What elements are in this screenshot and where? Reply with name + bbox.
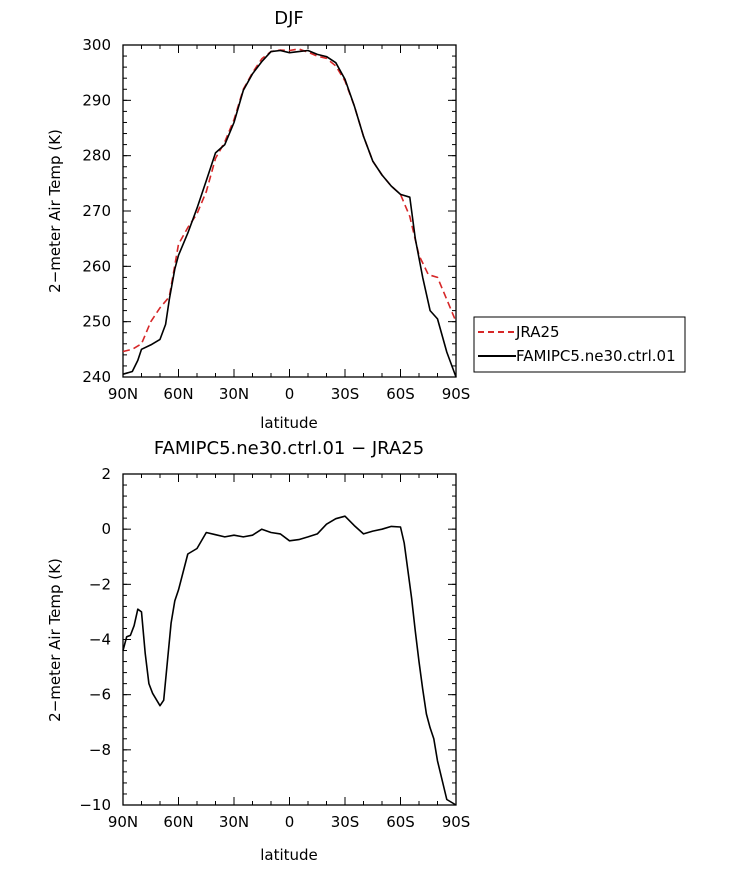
bottom-x-tick-label: 30N — [219, 813, 249, 831]
bottom-plot-frame — [122, 473, 457, 806]
top-y-axis-label: 2−meter Air Temp (K) — [46, 129, 64, 293]
top-y-tick-label: 250 — [82, 313, 111, 331]
top-y-tick-label: 270 — [82, 202, 111, 220]
bottom-y-tick-label: 2 — [101, 465, 111, 483]
bottom-x-axis-label: latitude — [260, 846, 318, 864]
bottom-chart-title: FAMIPC5.ne30.ctrl.01 − JRA25 — [154, 438, 424, 459]
bottom-x-tick-label: 90S — [442, 813, 471, 831]
top-series-line-jra25 — [122, 48, 457, 353]
top-x-tick-label: 30S — [331, 385, 360, 403]
top-x-tick-label: 60S — [386, 385, 415, 403]
bottom-plot-area: 90N 60N 30N 0 30S 60S 90S −10 −8 −6 −4 −2 0 2 — [79, 465, 470, 831]
top-y-tick-label: 290 — [82, 91, 111, 109]
bottom-x-tick-label: 90N — [108, 813, 138, 831]
bottom-y-tick-label: −6 — [89, 686, 111, 704]
bottom-x-tick-label: 0 — [285, 813, 295, 831]
legend-label-jra25: JRA25 — [515, 323, 560, 341]
legend-box — [473, 316, 686, 373]
top-chart-title: DJF — [274, 8, 304, 29]
top-x-tick-label: 30N — [219, 385, 249, 403]
legend-label-famipc5: FAMIPC5.ne30.ctrl.01 — [516, 347, 676, 365]
bottom-series-line-difference — [122, 515, 457, 806]
bottom-y-tick-label: −8 — [89, 741, 111, 759]
bottom-y-axis-label: 2−meter Air Temp (K) — [46, 558, 64, 722]
top-y-tick-label: 280 — [82, 147, 111, 165]
bottom-x-tick-label: 60N — [163, 813, 193, 831]
top-plot-area: 90N 60N 30N 0 30S 60S 90S 240 250 260 270 280 290 300 — [82, 36, 470, 403]
top-y-tick-label: 300 — [82, 36, 111, 54]
top-x-tick-label: 90S — [442, 385, 471, 403]
top-y-tick-label: 260 — [82, 257, 111, 275]
bottom-x-tick-label: 30S — [331, 813, 360, 831]
top-y-tick-label: 240 — [82, 368, 111, 386]
top-series-line-famipc5-ne30-ctrl-01 — [122, 49, 457, 378]
bottom-y-tick-label: −2 — [89, 575, 111, 593]
bottom-x-tick-label: 60S — [386, 813, 415, 831]
bottom-y-tick-label: −10 — [79, 796, 111, 814]
bottom-panel: FAMIPC5.ne30.ctrl.01 − JRA25 90N 60N 30N 0 3… — [46, 438, 470, 864]
top-panel: DJF 90N 60N 30N 0 30S 60S 90S 240 250 260 270 280 29… — [46, 8, 470, 432]
top-plot-frame — [122, 44, 457, 378]
top-x-axis-label: latitude — [260, 414, 318, 432]
bottom-y-tick-label: 0 — [101, 520, 111, 538]
top-x-tick-label: 60N — [163, 385, 193, 403]
bottom-y-tick-label: −4 — [89, 631, 111, 649]
legend: JRA25 FAMIPC5.ne30.ctrl.01 — [473, 316, 686, 373]
top-x-tick-label: 0 — [285, 385, 295, 403]
top-x-tick-label: 90N — [108, 385, 138, 403]
